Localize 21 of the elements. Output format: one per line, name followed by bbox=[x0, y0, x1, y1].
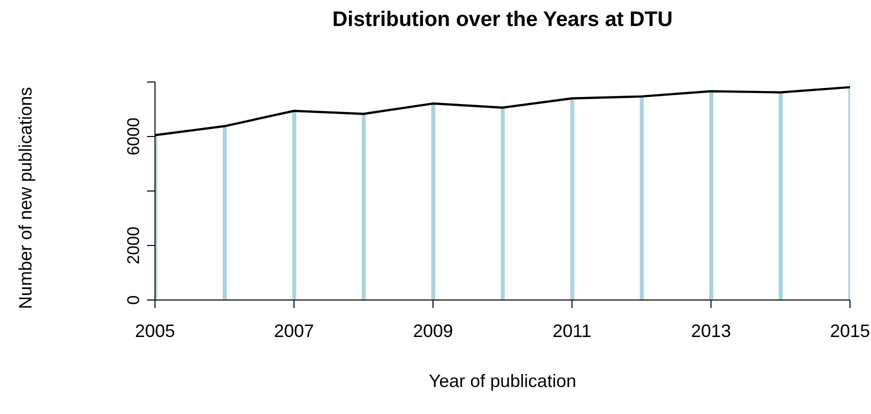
bar bbox=[362, 114, 366, 300]
bar bbox=[640, 96, 644, 300]
x-tick-label: 2013 bbox=[690, 320, 732, 341]
x-axis-title: Year of publication bbox=[428, 371, 578, 392]
x-tick-label: 2015 bbox=[830, 320, 870, 341]
bar bbox=[778, 92, 783, 300]
bar bbox=[500, 108, 505, 300]
bar bbox=[431, 104, 436, 300]
y-tick-label: 0 bbox=[124, 295, 143, 305]
bar bbox=[709, 91, 714, 300]
x-tick-label: 2009 bbox=[412, 320, 454, 341]
x-tick-label: 2007 bbox=[274, 320, 314, 341]
chart-title: Distribution over the Years at DTU bbox=[331, 8, 674, 32]
bar bbox=[570, 98, 574, 300]
y-axis-title: Number of new publications bbox=[16, 86, 36, 310]
y-tick-label: 6000 bbox=[124, 118, 143, 156]
x-tick-label: 2005 bbox=[134, 320, 176, 341]
bar bbox=[222, 126, 227, 300]
y-tick-label: 2000 bbox=[124, 226, 143, 264]
x-tick-label: 2011 bbox=[552, 320, 592, 341]
bar bbox=[292, 110, 296, 300]
